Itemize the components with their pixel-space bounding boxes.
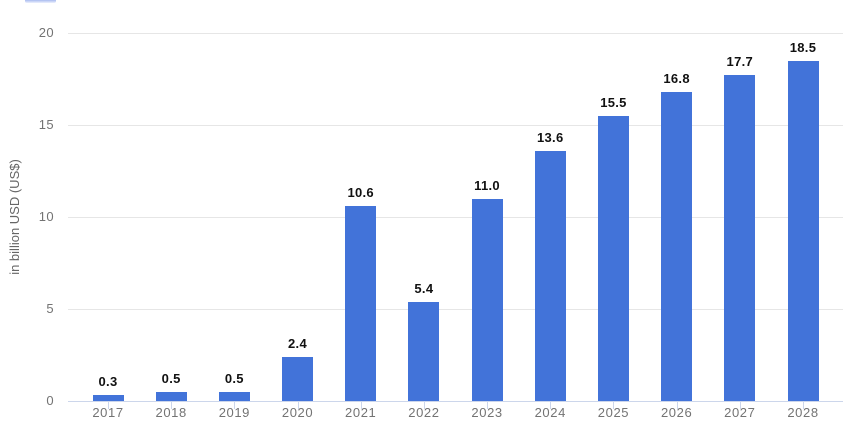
- bar[interactable]: [724, 75, 756, 401]
- bar-value-label: 18.5: [789, 40, 817, 55]
- x-tick-label: 2017: [92, 405, 124, 420]
- x-axis-tick: [487, 402, 489, 409]
- bar-value-label: 5.4: [414, 281, 434, 296]
- bar-value-label: 17.7: [726, 54, 754, 69]
- x-axis-tick: [423, 402, 425, 409]
- cropped-legend-stub: [25, 0, 56, 3]
- x-tick-label: 2026: [660, 405, 693, 420]
- x-tick-label: 2027: [724, 405, 756, 420]
- bar-value-label: 2.4: [288, 336, 308, 351]
- x-axis-tick: [676, 402, 678, 409]
- x-axis-tick: [613, 402, 615, 409]
- x-axis-tick: [171, 402, 173, 409]
- y-tick-label: 10: [38, 209, 54, 224]
- gridline: [68, 309, 843, 310]
- bar[interactable]: [661, 92, 693, 401]
- x-tick-label: 2023: [471, 405, 503, 420]
- x-axis-tick: [234, 402, 236, 409]
- bar-value-label: 10.6: [347, 185, 374, 200]
- x-axis-tick: [297, 402, 299, 409]
- x-axis-tick: [360, 402, 362, 409]
- bar[interactable]: [408, 302, 440, 401]
- bar-value-label: 15.5: [600, 95, 627, 110]
- gridline: [68, 125, 843, 126]
- bar[interactable]: [345, 206, 377, 401]
- y-tick-label: 5: [46, 301, 54, 316]
- bar[interactable]: [787, 61, 819, 401]
- bar-value-label: 0.5: [224, 371, 244, 386]
- x-tick-label: 2018: [155, 405, 187, 420]
- x-axis-tick: [108, 402, 109, 409]
- bar[interactable]: [282, 357, 314, 401]
- bar[interactable]: [218, 392, 250, 401]
- x-tick-label: 2022: [408, 405, 440, 420]
- bar-value-label: 0.5: [161, 371, 181, 386]
- gridline: [68, 33, 843, 34]
- y-tick-label: 0: [46, 393, 54, 408]
- x-tick-label: 2025: [597, 405, 630, 420]
- bar-value-label: 13.6: [537, 130, 564, 145]
- bar[interactable]: [155, 392, 187, 401]
- gridline: [68, 217, 843, 218]
- x-tick-label: 2021: [345, 405, 377, 420]
- x-axis-line: [68, 401, 843, 402]
- bar[interactable]: [471, 199, 503, 401]
- y-tick-label: 20: [38, 25, 54, 40]
- bar-value-label: 16.8: [663, 71, 690, 86]
- bar[interactable]: [534, 151, 566, 401]
- x-tick-label: 2024: [534, 405, 566, 420]
- x-axis-tick: [803, 402, 804, 409]
- x-axis-tick: [739, 402, 741, 409]
- y-tick-label: 15: [38, 117, 54, 132]
- x-axis-tick: [550, 402, 552, 409]
- bar[interactable]: [92, 395, 124, 401]
- bar[interactable]: [597, 116, 629, 401]
- bar-value-label: 11.0: [474, 178, 500, 193]
- bar-value-label: 0.3: [98, 374, 118, 389]
- x-tick-label: 2019: [218, 405, 251, 420]
- x-tick-label: 2028: [787, 405, 819, 420]
- x-tick-label: 2020: [281, 405, 314, 420]
